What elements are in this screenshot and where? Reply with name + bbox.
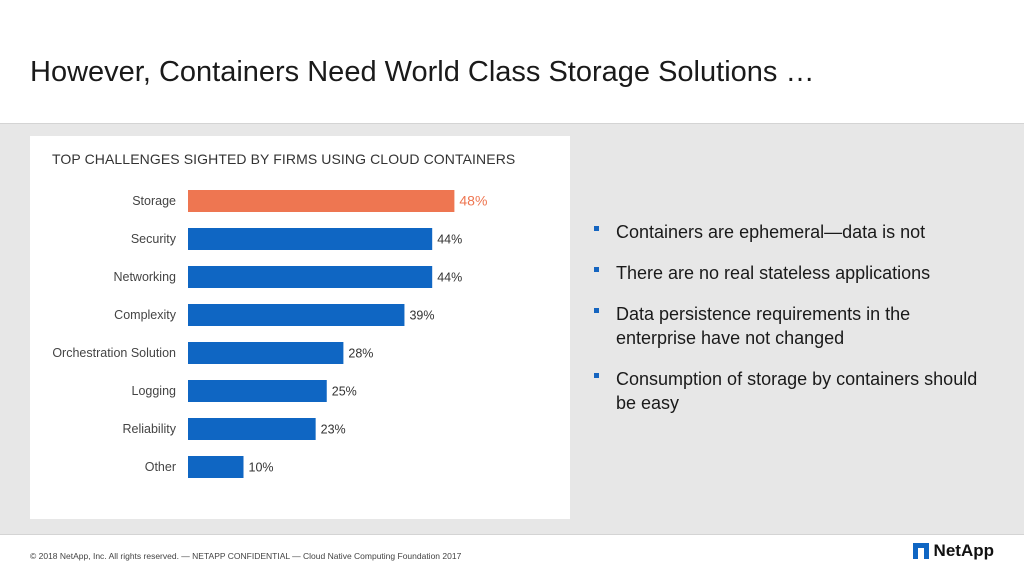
netapp-logo-icon: [912, 543, 929, 559]
bar-chart: Storage 48% Security 44% Networking 44% Comple…: [52, 190, 487, 478]
bar: [188, 380, 327, 402]
logo-text: NetApp: [933, 541, 994, 560]
value-label: 44%: [437, 271, 462, 285]
value-label: 39%: [409, 309, 434, 323]
footer-copyright: © 2018 NetApp, Inc. All rights reserved.…: [30, 551, 462, 561]
bullet-item: There are no real stateless applications: [594, 261, 994, 285]
value-label: 28%: [348, 347, 373, 361]
category-label: Orchestration Solution: [52, 346, 176, 360]
bar: [188, 266, 433, 288]
category-label: Networking: [113, 270, 176, 284]
chart-title: TOP CHALLENGES SIGHTED BY FIRMS USING CL…: [52, 151, 516, 167]
category-label: Complexity: [114, 308, 177, 322]
netapp-logo: NetApp: [912, 541, 994, 561]
bullet-text: Consumption of storage by containers sho…: [616, 369, 978, 413]
bullet-item: Consumption of storage by containers sho…: [594, 367, 994, 415]
bar: [188, 456, 244, 478]
bar: [188, 228, 433, 250]
bar: [188, 190, 455, 212]
slide-title: However, Containers Need World Class Sto…: [30, 56, 815, 88]
value-label: 25%: [332, 385, 357, 399]
bar: [188, 418, 316, 440]
chart-panel: TOP CHALLENGES SIGHTED BY FIRMS USING CL…: [30, 136, 570, 519]
bullet-item: Containers are ephemeral—data is not: [594, 220, 994, 244]
category-label: Security: [131, 232, 177, 246]
category-label: Storage: [132, 194, 176, 208]
bullet-list: Containers are ephemeral—data is not The…: [594, 220, 994, 432]
bullet-text: There are no real stateless applications: [616, 263, 931, 283]
category-label: Other: [145, 460, 176, 474]
category-label: Reliability: [123, 422, 177, 436]
bullet-text: Data persistence requirements in the ent…: [616, 304, 911, 348]
bullet-item: Data persistence requirements in the ent…: [594, 302, 994, 350]
square-bullet-icon: [594, 308, 599, 313]
square-bullet-icon: [594, 226, 599, 231]
category-label: Logging: [132, 384, 177, 398]
square-bullet-icon: [594, 267, 599, 272]
value-label: 44%: [437, 233, 462, 247]
value-label: 10%: [249, 461, 274, 475]
bar: [188, 342, 344, 364]
bar: [188, 304, 405, 326]
value-label: 23%: [321, 423, 346, 437]
value-label: 48%: [459, 193, 487, 209]
square-bullet-icon: [594, 373, 599, 378]
bullet-text: Containers are ephemeral—data is not: [616, 222, 926, 242]
